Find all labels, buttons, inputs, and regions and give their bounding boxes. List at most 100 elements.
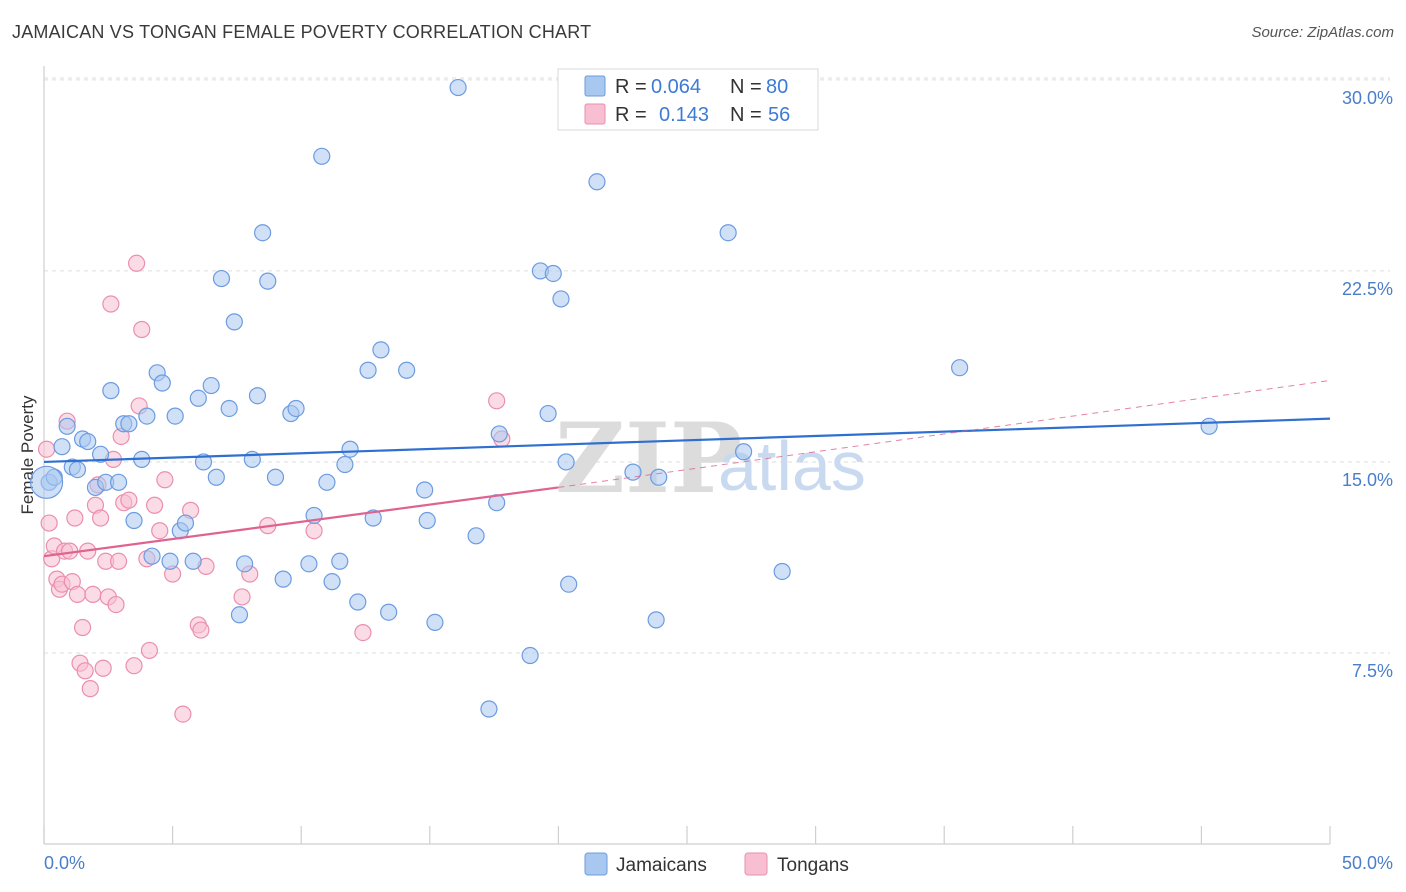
jamaican-point xyxy=(490,425,508,443)
bottom-legend-swatch-jamaicans xyxy=(584,852,608,876)
watermark: ZIP atlas xyxy=(555,402,866,515)
tongan-point xyxy=(174,705,192,723)
jamaican-point xyxy=(274,570,292,588)
tongan-point xyxy=(233,588,251,606)
tongan-point xyxy=(73,618,92,637)
tongan-point xyxy=(133,320,151,339)
legend-n-value-1: 80 xyxy=(766,76,788,98)
jamaicans-trendline xyxy=(43,417,1331,464)
jamaican-point xyxy=(259,272,277,290)
jamaican-point xyxy=(153,374,171,392)
legend-n-label-1: N = xyxy=(730,76,762,98)
legend-r-value-1: 0.064 xyxy=(651,76,701,98)
jamaican-point xyxy=(102,382,120,400)
trendlines xyxy=(43,379,1331,558)
tongan-point xyxy=(37,440,56,458)
tongan-point xyxy=(102,295,120,313)
watermark-atlas: atlas xyxy=(718,427,866,505)
jamaican-point xyxy=(719,224,737,242)
jamaican-point xyxy=(220,399,238,418)
jamaican-point xyxy=(650,468,668,486)
jamaican-point xyxy=(212,269,231,288)
tongan-point xyxy=(109,552,128,570)
jamaican-point xyxy=(331,552,349,570)
jamaican-point xyxy=(143,547,161,565)
legend-n-value-2: 56 xyxy=(768,104,790,126)
jamaican-point xyxy=(166,407,184,425)
tongan-point xyxy=(151,522,169,540)
jamaican-point xyxy=(91,445,110,463)
legend-r-label-2: R = xyxy=(615,104,647,126)
jamaican-point xyxy=(189,389,207,407)
jamaican-point xyxy=(29,465,64,499)
jamaican-point xyxy=(300,555,318,573)
jamaican-point xyxy=(416,481,434,499)
jamaican-point xyxy=(418,511,436,530)
jamaican-point xyxy=(248,387,267,405)
y-tick-labels: 7.5% 15.0% 22.5% 30.0% xyxy=(1342,88,1393,681)
tongan-point xyxy=(84,585,102,603)
jamaican-point xyxy=(230,606,249,624)
y-tick-label: 22.5% xyxy=(1342,279,1393,299)
tongan-point xyxy=(68,585,87,603)
legend-n-label-2: N = xyxy=(730,104,762,126)
tongan-point xyxy=(125,657,143,675)
y-tick-label: 30.0% xyxy=(1342,88,1393,108)
x-ticks xyxy=(43,826,1331,844)
tongan-point xyxy=(91,509,110,527)
jamaican-point xyxy=(560,575,578,593)
bottom-legend-tongans: Tongans xyxy=(777,855,849,876)
jamaican-point xyxy=(951,359,969,377)
jamaican-point xyxy=(207,468,225,486)
jamaican-point xyxy=(380,603,398,621)
jamaican-point xyxy=(426,613,444,632)
chart-title: JAMAICAN VS TONGAN FEMALE POVERTY CORREL… xyxy=(12,22,592,42)
tongan-point xyxy=(120,491,138,509)
tongan-point xyxy=(40,514,58,532)
jamaican-point xyxy=(266,468,285,486)
tongan-point xyxy=(107,595,125,614)
jamaican-point xyxy=(225,313,243,331)
jamaicans-series xyxy=(29,78,1218,718)
tongan-point xyxy=(488,392,506,410)
jamaican-point xyxy=(138,407,156,425)
jamaican-point xyxy=(58,417,76,435)
tongan-point xyxy=(66,509,84,527)
jamaican-point xyxy=(364,509,382,527)
bottom-legend-swatch-tongans xyxy=(744,852,768,876)
tongan-point xyxy=(156,471,174,489)
jamaican-point xyxy=(79,432,97,451)
legend-r-label-1: R = xyxy=(615,76,647,98)
x-tick-label-max: 50.0% xyxy=(1342,853,1393,873)
legend-swatch-jamaicans xyxy=(584,75,606,97)
chart-source: Source: ZipAtlas.com xyxy=(1251,24,1394,41)
jamaican-point xyxy=(588,173,606,191)
jamaican-point xyxy=(552,290,570,308)
tongan-point xyxy=(76,662,94,680)
bottom-legend-jamaicans: Jamaicans xyxy=(616,855,707,876)
legend-r-value-2: 0.143 xyxy=(659,104,709,126)
tongans-trendline-extended xyxy=(558,379,1331,488)
tongan-point xyxy=(305,522,323,540)
jamaican-point xyxy=(539,404,557,423)
jamaican-point xyxy=(184,552,202,570)
jamaican-point xyxy=(449,78,467,97)
jamaican-point xyxy=(68,460,87,479)
jamaican-point xyxy=(1200,417,1218,435)
jamaican-point xyxy=(557,453,575,471)
jamaican-point xyxy=(176,514,195,532)
y-axis-label: Female Poverty xyxy=(18,395,37,515)
jamaican-point xyxy=(161,552,179,570)
x-tick-label-min: 0.0% xyxy=(44,853,85,873)
jamaican-point xyxy=(544,264,562,283)
jamaican-point xyxy=(236,555,254,573)
jamaican-point xyxy=(313,147,331,165)
tongans-series xyxy=(37,254,511,723)
jamaican-point xyxy=(318,473,336,491)
jamaican-point xyxy=(53,438,71,456)
jamaican-point xyxy=(773,562,791,581)
jamaican-point xyxy=(341,440,359,458)
tongans-trendline xyxy=(43,486,559,558)
jamaican-point xyxy=(109,473,128,491)
